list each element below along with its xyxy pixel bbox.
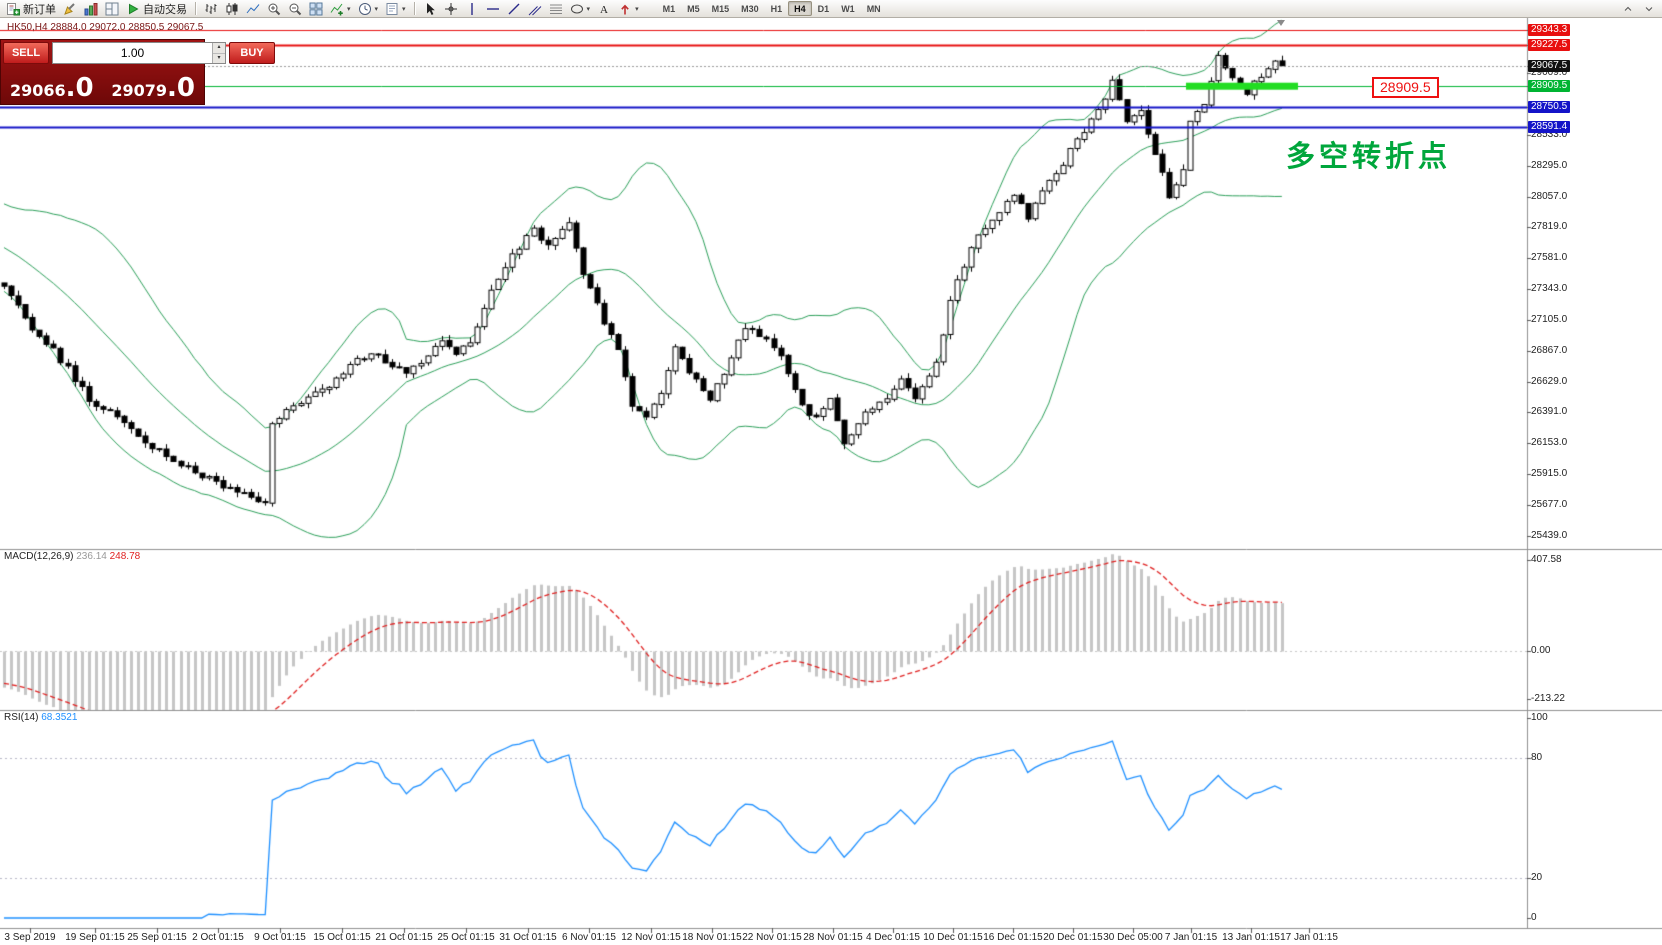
toolbar-button-label: 新订单 [23,3,56,16]
svg-text:A: A [600,4,608,16]
charts-icon [84,2,98,16]
line-chart-icon [246,2,260,16]
timeframe-bar: M1 M5 M15 M30 H1 H4 D1 W1 MN [657,1,887,16]
dropdown-arrow-icon: ▾ [374,5,379,13]
fibonacci-icon [549,2,563,16]
autotrading-icon [126,2,140,16]
timeframe-h4-button[interactable]: H4 [788,1,812,16]
tile-windows-icon [309,2,323,16]
toolbar-down-button[interactable] [1639,1,1659,17]
periods-button[interactable]: ▾ [355,1,382,17]
cursor-button[interactable] [420,1,440,17]
price-chart-canvas[interactable] [0,18,1662,945]
zoom-out-button[interactable] [285,1,305,17]
indicators-icon [330,2,344,16]
cursor-icon [423,2,437,16]
toolbar-button-label: 自动交易 [143,3,187,16]
fibonacci-button[interactable] [546,1,566,17]
arrows-button[interactable]: ▾ [615,1,642,17]
timeframe-mn-button[interactable]: MN [866,3,881,14]
autotrading-button[interactable]: 自动交易 [123,1,190,17]
toolbar-separator [195,2,196,15]
dropdown-arrow-icon: ▾ [347,5,351,13]
shapes-icon [570,2,584,16]
line-chart-button[interactable] [243,1,263,17]
new-order-button[interactable]: 新订单 [3,1,59,17]
layouts-button[interactable] [102,1,122,17]
vertical-line-icon [465,2,479,16]
equidistant-channel-icon [528,2,542,16]
dropdown-arrow-icon: ▾ [586,5,591,13]
timeframe-w1-button[interactable]: W1 [841,3,855,14]
zoom-in-button[interactable] [264,1,284,17]
candles-chart-button[interactable] [222,1,242,17]
tile-windows-button[interactable] [306,1,326,17]
text-icon: A [597,2,611,16]
bars-chart-button[interactable] [201,1,221,17]
crosshair-icon [444,2,458,16]
timeframe-m30-button[interactable]: M30 [741,3,759,14]
dropdown-arrow-icon: ▾ [402,5,406,13]
candles-chart-icon [225,2,239,16]
periods-icon [358,2,372,16]
timeframe-m1-button[interactable]: M1 [662,3,676,14]
templates-icon [385,2,399,16]
charts-button[interactable] [81,1,101,17]
layouts-icon [105,2,119,16]
dropdown-arrow-icon: ▾ [635,5,639,13]
timeframe-h1-button[interactable]: H1 [770,3,783,14]
timeframe-m5-button[interactable]: M5 [687,3,700,14]
shapes-button[interactable]: ▾ [567,1,594,17]
horizontal-line-icon [486,2,500,16]
equidistant-channel-button[interactable] [525,1,545,17]
indicators-button[interactable]: ▾ [327,1,354,17]
vertical-line-button[interactable] [462,1,482,17]
timeframe-d1-button[interactable]: D1 [817,3,830,14]
toolbar-up-button[interactable] [1618,1,1638,17]
toolbar-separator [413,2,415,15]
arrows-icon [618,2,632,16]
metaeditor-icon [63,2,77,16]
bars-chart-icon [204,2,218,16]
zoom-out-icon [288,2,302,16]
timeframe-m15-button[interactable]: M15 [711,3,730,14]
main-toolbar: 新订单 自动交易 ▾ ▾ ▾ ▾ A ▾ M1 M5 M15 M30 H1 H4 D1 W1 MN [0,0,1662,18]
zoom-in-icon [267,2,281,16]
new-order-icon [6,2,20,16]
text-button[interactable]: A [594,1,614,17]
templates-button[interactable]: ▾ [382,1,409,17]
trendline-icon [507,2,521,16]
horizontal-line-button[interactable] [483,1,503,17]
metaeditor-button[interactable] [60,1,80,17]
toolbar-overflow [1618,1,1659,17]
trendline-button[interactable] [504,1,524,17]
crosshair-button[interactable] [441,1,461,17]
